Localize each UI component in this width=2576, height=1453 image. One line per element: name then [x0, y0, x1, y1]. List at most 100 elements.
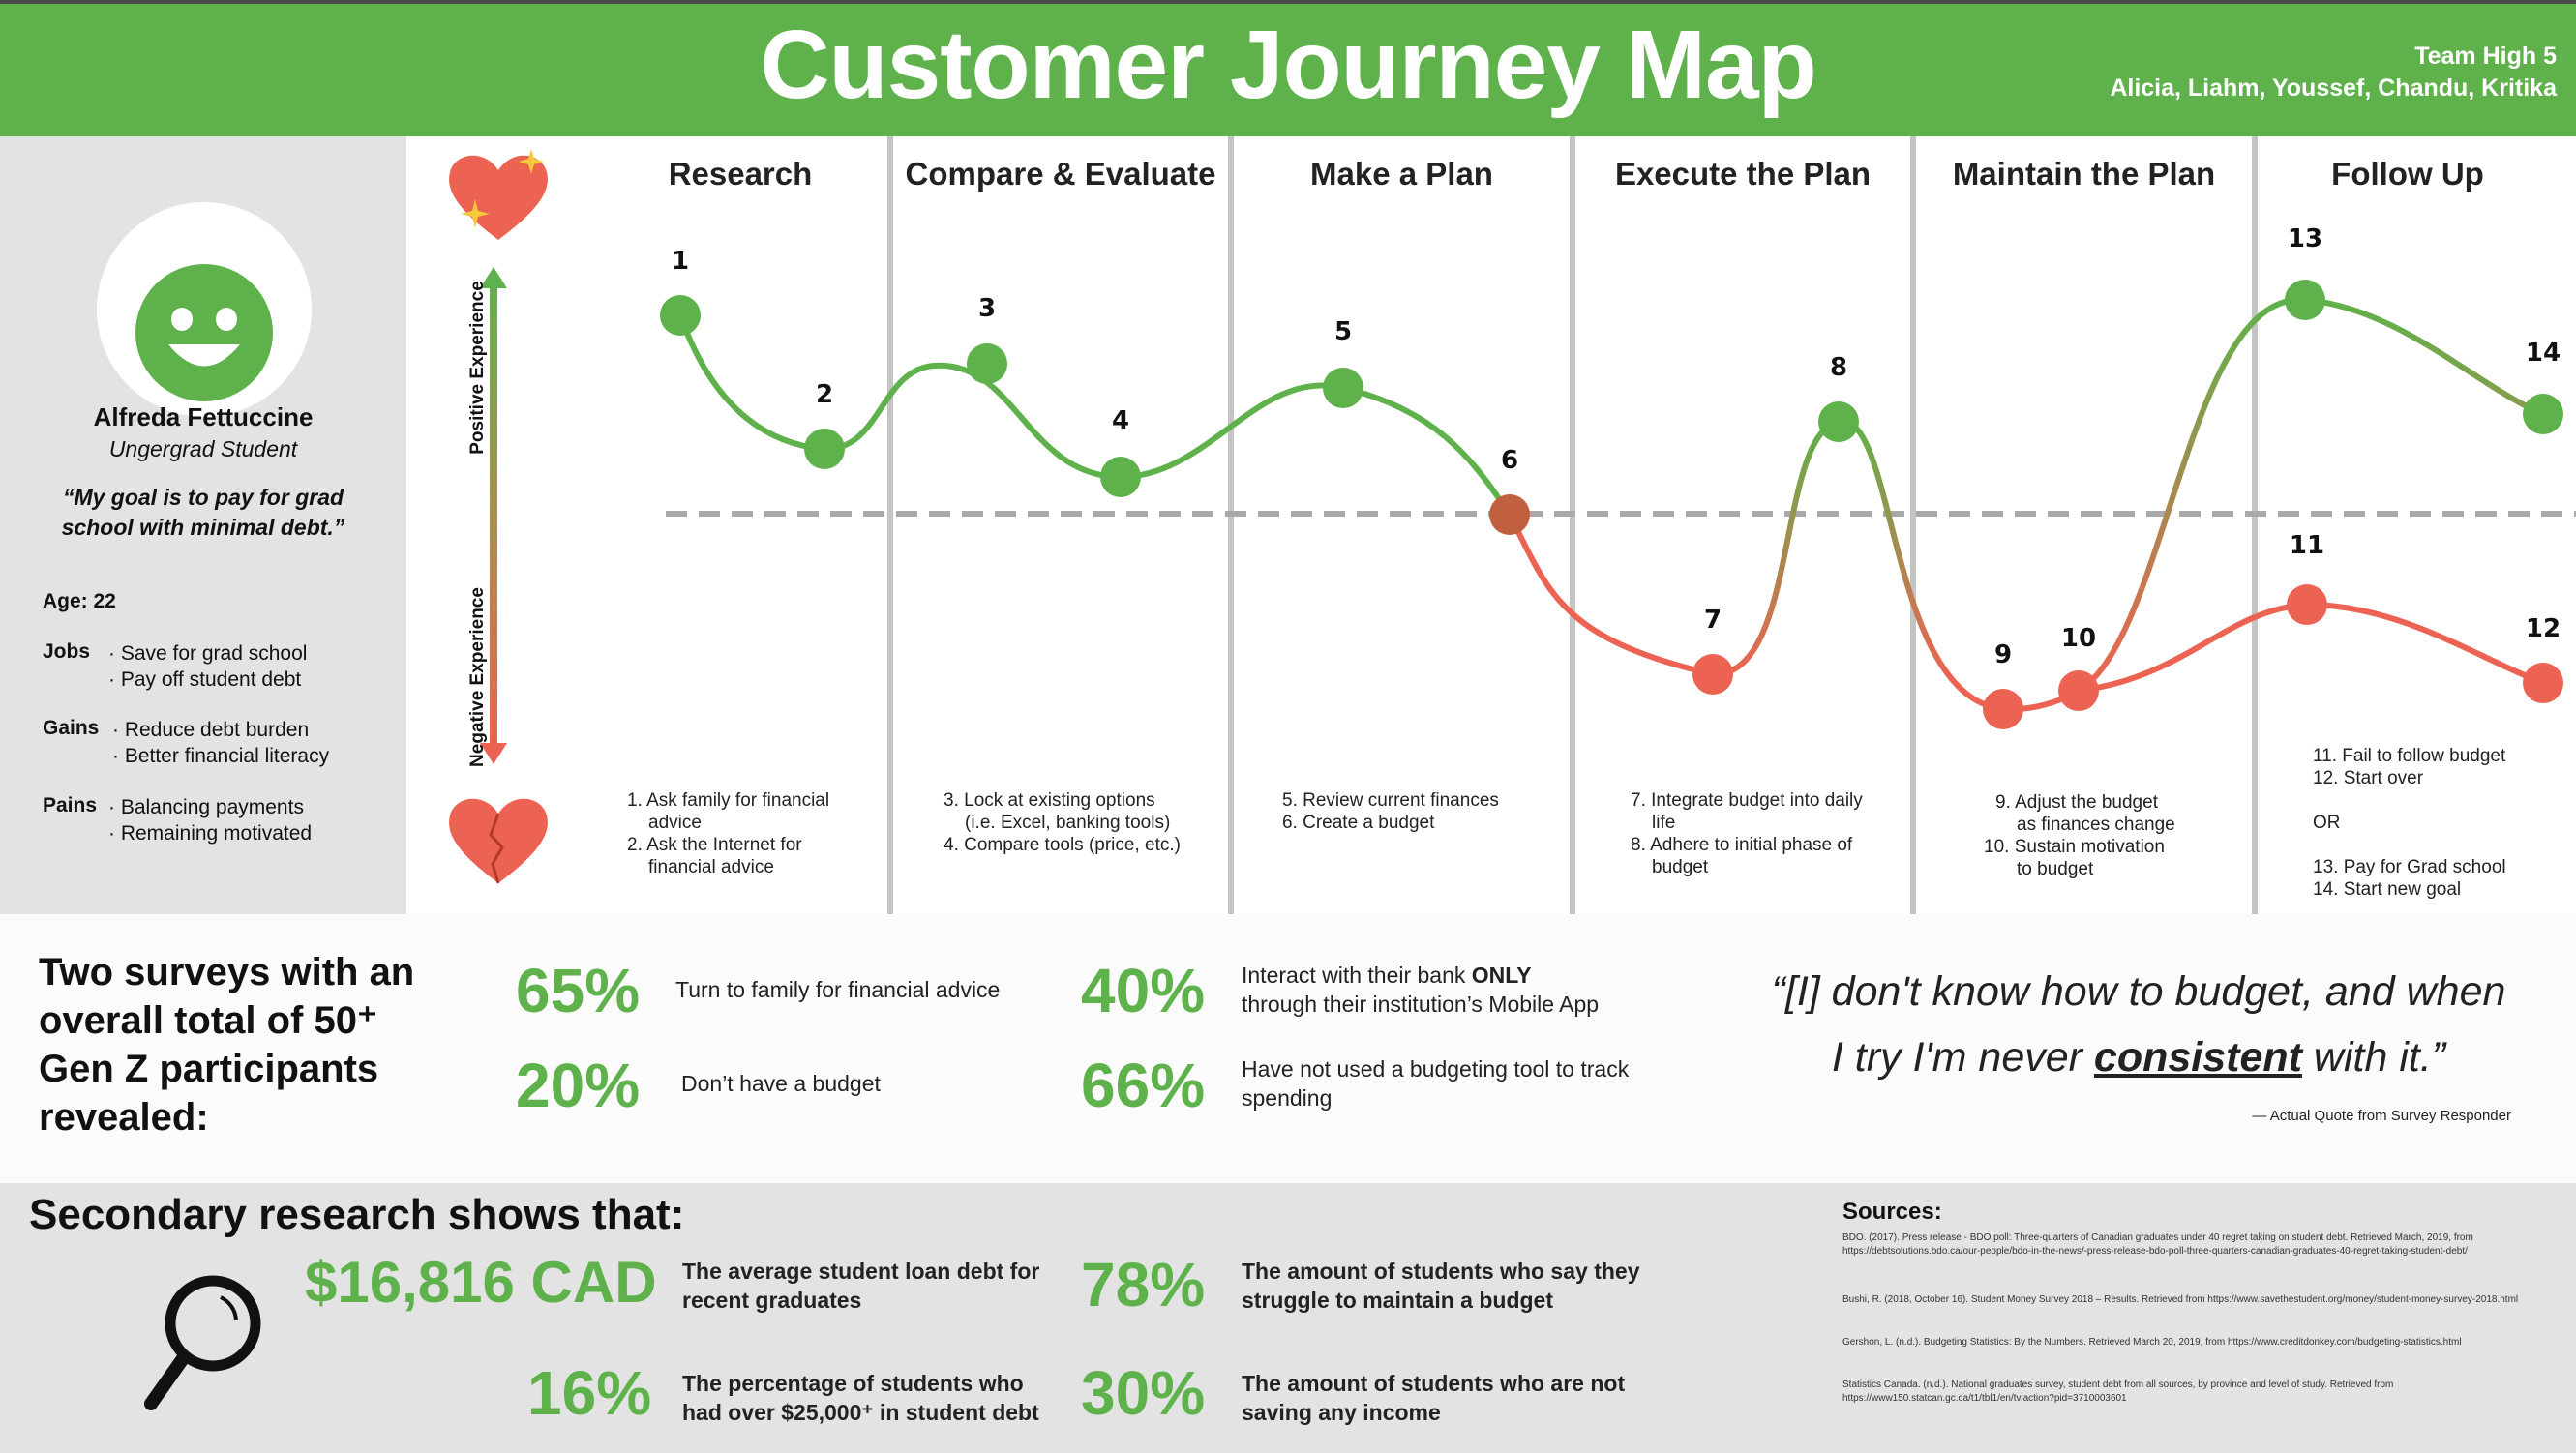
stage-divider — [1910, 136, 1916, 914]
stage-title-compare: Compare & Evaluate — [905, 156, 1216, 192]
journey-point-8 — [1818, 401, 1859, 442]
point-label: 5 — [1333, 317, 1353, 346]
point-label: 1 — [671, 247, 690, 276]
sparkling-heart-icon — [449, 149, 548, 240]
point-label: 14 — [2525, 339, 2561, 368]
source-citation: Statistics Canada. (n.d.). National grad… — [1842, 1379, 2394, 1404]
desc-line: 12. Start over — [2313, 768, 2424, 788]
quote-attribution: — Actual Quote from Survey Responder — [2252, 1108, 2511, 1124]
gains-label: Gains — [43, 717, 100, 739]
journey-points — [660, 280, 2563, 729]
journey-point-6 — [1489, 494, 1530, 535]
journey-point-12 — [2523, 663, 2563, 703]
desc-line: 1. Ask family for financial — [627, 790, 830, 811]
point-label: 12 — [2525, 614, 2561, 643]
desc-line: 4. Compare tools (price, etc.) — [944, 835, 1181, 855]
quote-part: I try I'm never — [1831, 1034, 2094, 1081]
stat-text: The average student loan debt for recent… — [682, 1259, 1040, 1313]
jobs-label: Jobs — [43, 640, 91, 663]
journey-point-4 — [1100, 457, 1141, 497]
jobs-list: · Save for grad school · Pay off student… — [108, 640, 307, 693]
stat-text: Don’t have a budget — [681, 1071, 881, 1096]
pains-list: · Balancing payments · Remaining motivat… — [108, 794, 312, 846]
stat-amount: $16,816 CAD — [305, 1250, 657, 1315]
point-label: 2 — [815, 380, 834, 409]
sources-label: Sources: — [1842, 1199, 1942, 1225]
desc-line: 10. Sustain motivation — [1984, 837, 2165, 857]
journey-curve-chart — [660, 280, 2576, 729]
journey-point-9 — [1983, 689, 2023, 729]
point-label: 7 — [1703, 606, 1722, 635]
heading-line: Gen Z participants — [39, 1048, 379, 1090]
axis-arrow-down — [480, 743, 507, 764]
journey-point-7 — [1692, 654, 1733, 695]
point-label: 6 — [1500, 446, 1519, 475]
journey-point-11 — [2287, 584, 2327, 625]
stage-desc-compare: 3. Lock at existing options (i.e. Excel,… — [944, 789, 1224, 856]
axis-line — [490, 279, 497, 753]
stat-percent: 78% — [1081, 1250, 1206, 1320]
stage-divider — [1570, 136, 1575, 914]
quote-emphasis: consistent — [2093, 1034, 2302, 1081]
desc-line: 8. Adhere to initial phase of — [1631, 835, 1853, 855]
point-label: 9 — [1993, 640, 2013, 669]
desc-line: (i.e. Excel, banking tools) — [965, 813, 1171, 833]
desc-line: to budget — [2017, 859, 2094, 879]
stage-title-research: Research — [668, 156, 813, 192]
stat-percent: 16% — [527, 1358, 652, 1428]
desc-line: 13. Pay for Grad school — [2313, 857, 2506, 877]
desc-line: 14. Start new goal — [2313, 879, 2462, 900]
secondary-heading: Secondary research shows that: — [29, 1191, 685, 1238]
broken-heart-icon — [449, 798, 548, 884]
stage-title-make-plan: Make a Plan — [1310, 156, 1493, 192]
stat-text: Have not used a budgeting tool to track … — [1242, 1056, 1630, 1111]
desc-line: life — [1652, 813, 1676, 833]
desc-line: 2. Ask the Internet for — [627, 835, 802, 855]
stat-percent: 30% — [1081, 1358, 1206, 1428]
desc-line: 6. Create a budget — [1282, 813, 1435, 833]
desc-line: 11. Fail to follow budget — [2313, 746, 2506, 766]
survey-section: Two surveys with an overall total of 50⁺… — [0, 914, 2576, 1183]
quote-part: with it.” — [2301, 1034, 2446, 1081]
persona-age: Age: 22 — [43, 590, 116, 612]
point-label: 3 — [977, 294, 997, 323]
gain-item: · Reduce debt burden — [112, 719, 310, 741]
point-label: 8 — [1829, 353, 1848, 382]
journey-point-14 — [2523, 394, 2563, 434]
journey-point-13 — [2285, 280, 2325, 320]
stat-text: Interact with their bank ONLY through th… — [1242, 961, 1658, 1019]
mixed-curve-segment — [1712, 418, 2004, 712]
desc-line: 5. Review current finances — [1282, 790, 1499, 811]
survey-quote: “[I] don't know how to budget, and when … — [1732, 959, 2545, 1090]
stage-desc-make-plan: 5. Review current finances 6. Create a b… — [1282, 789, 1563, 834]
source-citation: BDO. (2017). Press release - BDO poll: T… — [1842, 1232, 2473, 1257]
point-label: 10 — [2060, 624, 2097, 653]
journey-point-1 — [660, 295, 701, 336]
desc-spacer — [2313, 834, 2569, 856]
desc-spacer — [2313, 789, 2569, 812]
stat-text: The amount of students who are not savin… — [1242, 1371, 1626, 1425]
stat-percent: 20% — [516, 1051, 641, 1120]
desc-line: OR — [2313, 813, 2341, 833]
journey-point-2 — [804, 429, 845, 469]
stage-title-maintain: Maintain the Plan — [1952, 156, 2216, 192]
stage-title-follow-up: Follow Up — [2331, 156, 2484, 192]
positive-curve-segment — [677, 313, 1513, 517]
desc-line: 3. Lock at existing options — [944, 790, 1155, 811]
heading-line: overall total of 50⁺ — [39, 999, 378, 1042]
stat-percent: 66% — [1081, 1051, 1206, 1120]
smiley-face-icon — [135, 264, 273, 401]
negative-curve-segment — [1507, 513, 1714, 677]
stage-divider — [1228, 136, 1234, 914]
heading-line: revealed: — [39, 1096, 209, 1139]
stat-percent: 40% — [1081, 956, 1206, 1025]
stage-desc-research: 1. Ask family for financial advice 2. As… — [627, 789, 879, 878]
stage-title-execute: Execute the Plan — [1614, 156, 1872, 192]
journey-point-5 — [1323, 368, 1363, 408]
stat-text-part: through their institution’s Mobile App — [1242, 992, 1600, 1017]
quote-line: “[I] don't know how to budget, and when — [1771, 968, 2506, 1015]
desc-line: advice — [648, 813, 702, 833]
journey-point-10 — [2058, 670, 2099, 711]
page-title: Customer Journey Map — [760, 11, 1816, 119]
job-item: · Save for grad school — [108, 642, 308, 665]
